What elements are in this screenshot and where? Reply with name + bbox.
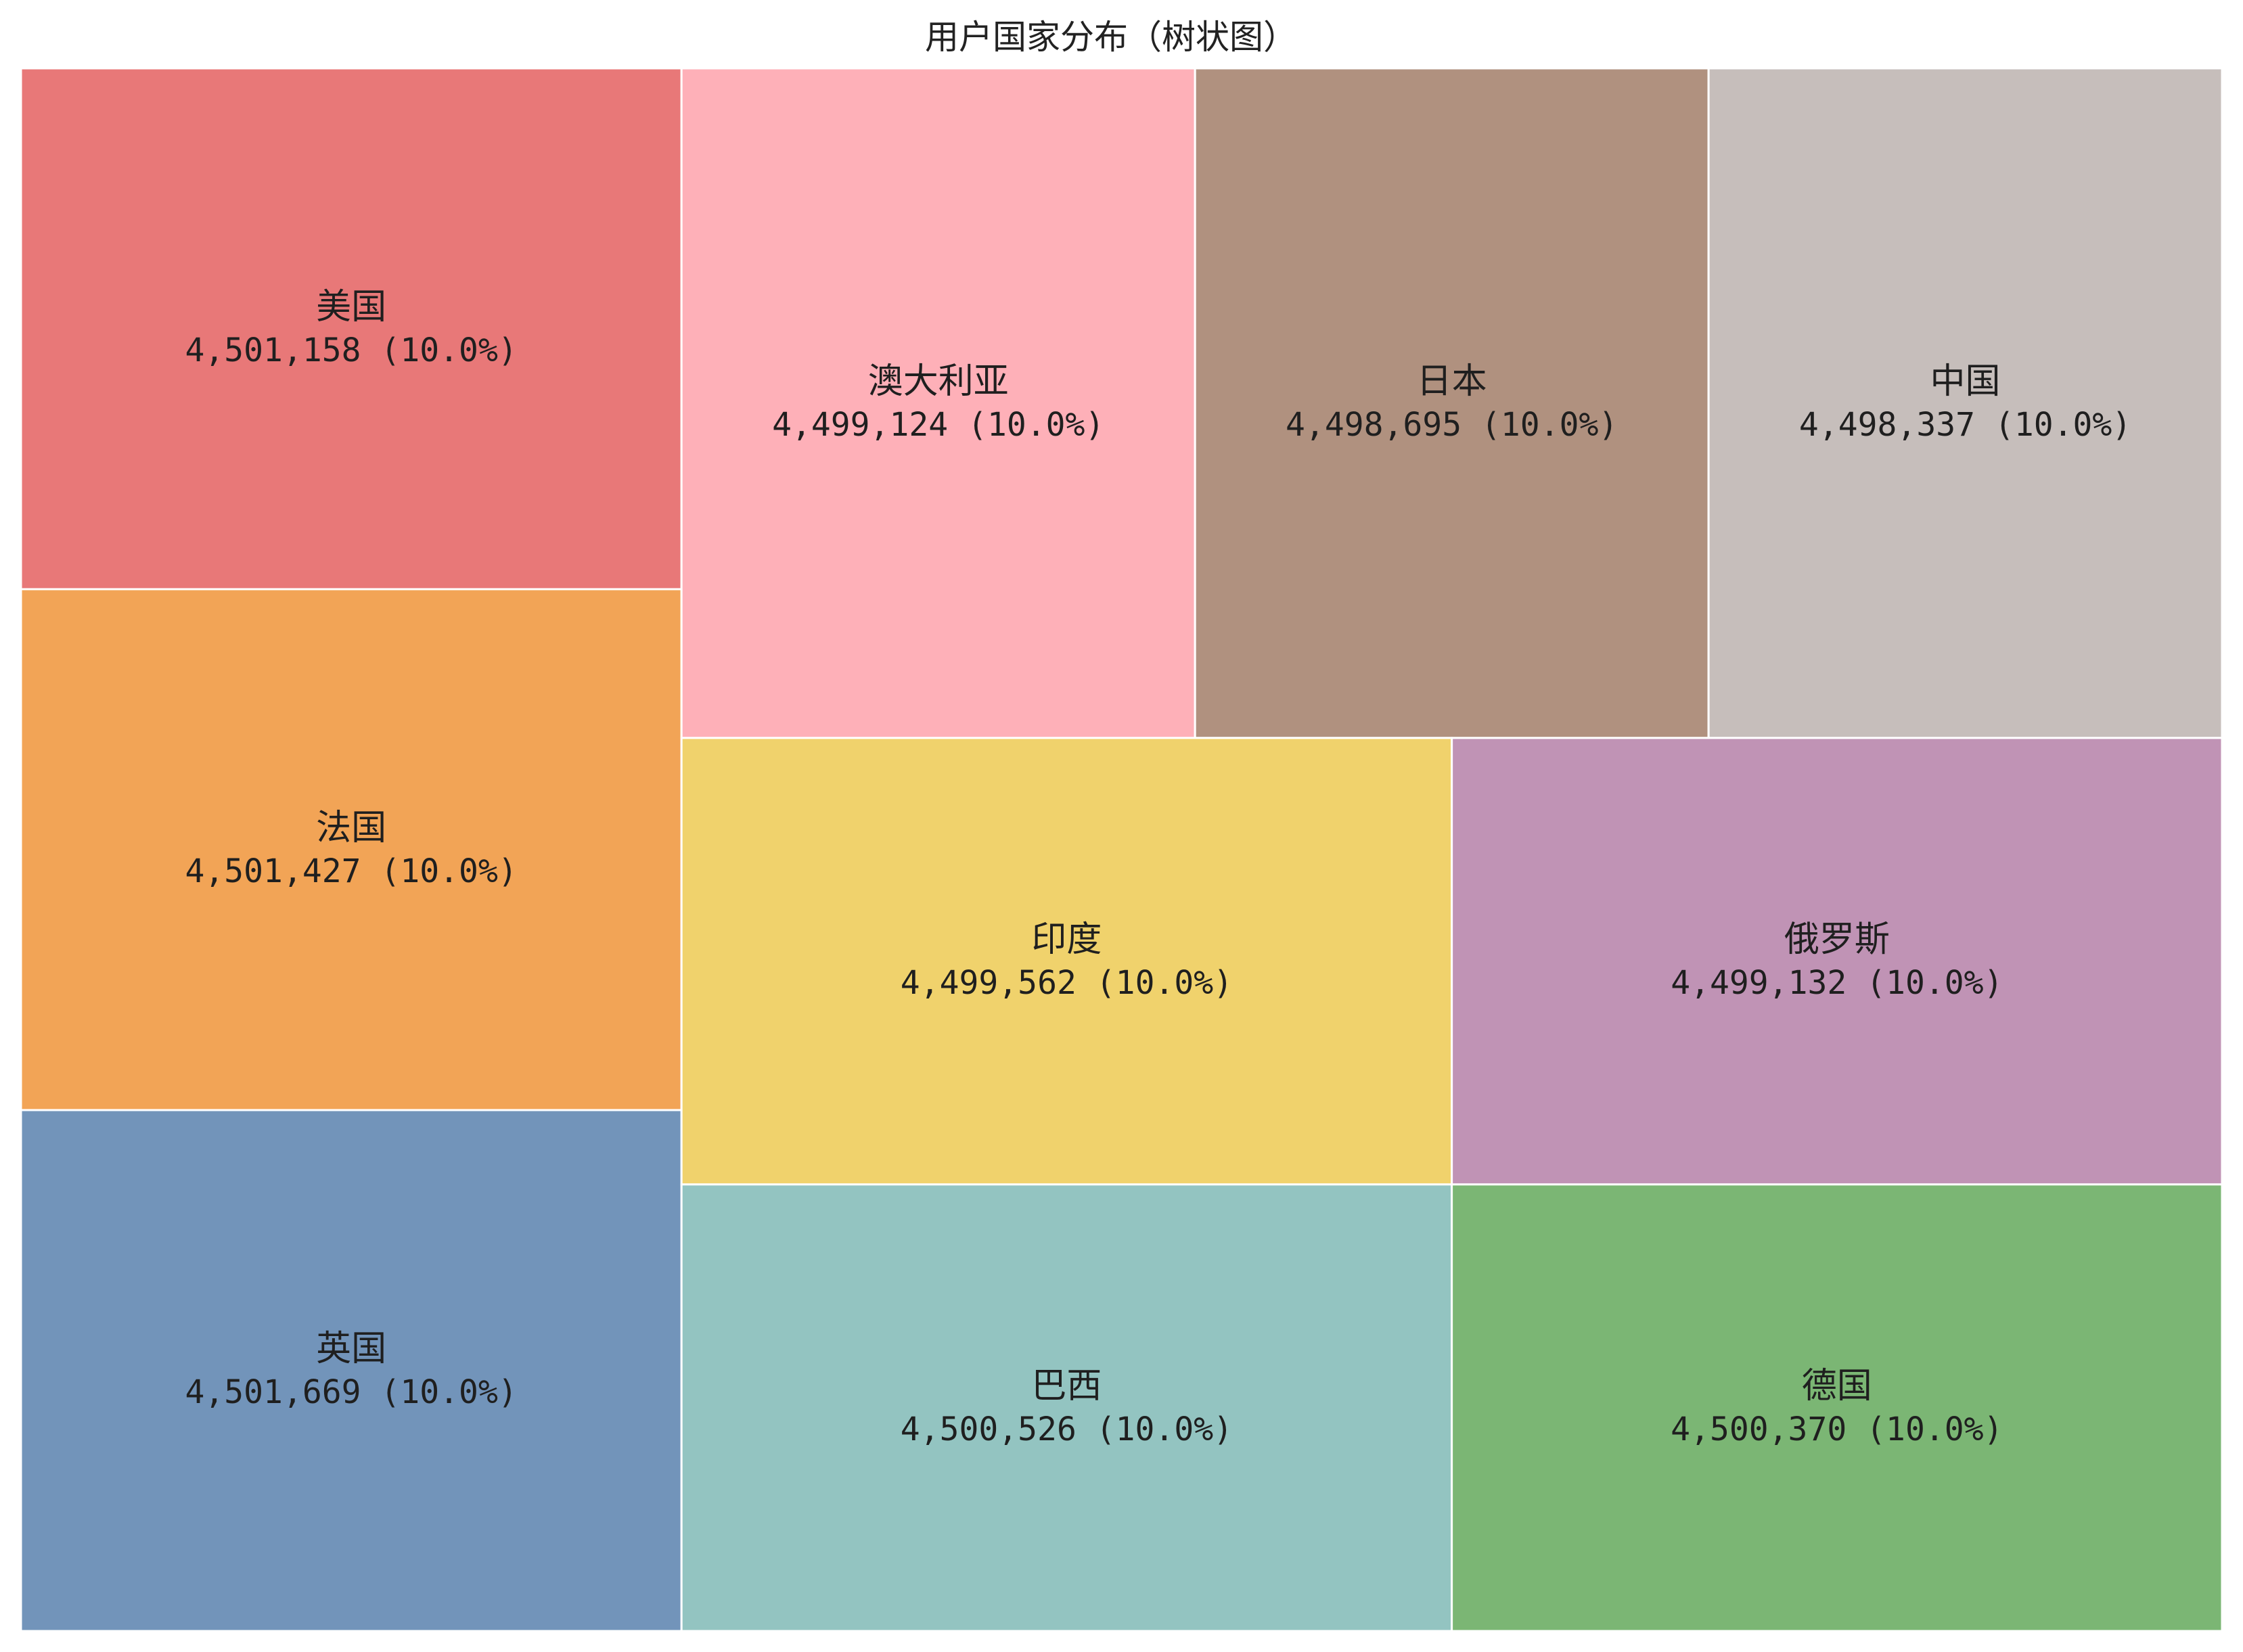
tile-value-label: 4,499,124 (10.0%) [772,406,1104,444]
tile-value: 4,498,337 [1799,406,1975,444]
tile-percent: (10.0%) [1846,964,2003,1002]
tile-label: 巴西 [1031,1366,1102,1406]
tile-label: 中国 [1930,361,2001,402]
tile-percent: (10.0%) [1077,964,1233,1002]
tile-value-label: 4,500,526 (10.0%) [901,1410,1233,1448]
tile-rect [680,737,1453,1186]
treemap-tile: 俄罗斯 4,499,132 (10.0%) [1451,737,2223,1186]
tile-value-label: 4,501,158 (10.0%) [185,331,517,369]
treemap-tiles: 美国4,501,158 (10.0%)法国4,501,427 (10.0%)英国… [20,67,2223,1632]
tile-value-label: 4,501,427 (10.0%) [185,852,517,890]
tile-rect [680,1183,1453,1632]
tile-percent: (10.0%) [1975,406,2131,444]
tile-value: 4,501,669 [185,1373,361,1411]
tile-rect [680,67,1196,739]
tile-rect [20,588,683,1111]
chart-title: 用户国家分布（树状图） [925,18,1297,57]
tile-value: 4,501,427 [185,852,361,890]
tile-label: 日本 [1417,361,1487,402]
tile-value: 4,499,132 [1671,964,1846,1002]
tile-value: 4,500,526 [901,1410,1077,1448]
tile-label: 法国 [316,808,386,848]
tile-rect [1451,1183,2223,1632]
tile-percent: (10.0%) [1462,406,1618,444]
treemap-tile: 巴西 4,500,526 (10.0%) [680,1183,1453,1632]
tile-rect [1194,67,1710,739]
tile-value: 4,499,124 [772,406,948,444]
tile-value-label: 4,500,370 (10.0%) [1671,1410,2003,1448]
treemap-tile: 德国 4,500,370 (10.0%) [1451,1183,2223,1632]
tile-percent: (10.0%) [1846,1410,2003,1448]
tile-value: 4,501,158 [185,331,361,369]
tile-label: 俄罗斯 [1784,919,1890,960]
tile-value-label: 4,498,695 (10.0%) [1286,406,1618,444]
tile-rect [20,67,683,591]
tile-rect [20,1109,683,1632]
tile-percent: (10.0%) [361,852,518,890]
tile-label: 英国 [316,1329,386,1369]
tile-value-label: 4,498,337 (10.0%) [1799,406,2131,444]
tile-value-label: 4,499,562 (10.0%) [901,964,1233,1002]
tile-label: 澳大利亚 [868,361,1009,402]
treemap-tile: 中国 4,498,337 (10.0%) [1707,67,2223,739]
tile-percent: (10.0%) [948,406,1104,444]
tile-value-label: 4,499,132 (10.0%) [1671,964,2003,1002]
tile-rect [1451,737,2223,1186]
tile-label: 印度 [1031,919,1102,960]
tile-percent: (10.0%) [361,1373,518,1411]
treemap-tile: 英国 4,501,669 (10.0%) [20,1109,683,1632]
tile-value: 4,500,370 [1671,1410,1846,1448]
tile-value: 4,498,695 [1286,406,1462,444]
tile-percent: (10.0%) [1077,1410,1233,1448]
treemap-tile: 印度 4,499,562 (10.0%) [680,737,1453,1186]
treemap-tile: 日本 4,498,695 (10.0%) [1194,67,1710,739]
tile-percent: (10.0%) [361,331,518,369]
treemap-tile: 法国 4,501,427 (10.0%) [20,588,683,1111]
tile-label: 德国 [1802,1366,1872,1406]
tile-value: 4,499,562 [901,964,1077,1002]
tile-label: 美国 [316,287,386,327]
tile-rect [1707,67,2223,739]
treemap-tile: 美国 4,501,158 (10.0%) [20,67,683,591]
treemap-tile: 澳大利亚 4,499,124 (10.0%) [680,67,1196,739]
tile-value-label: 4,501,669 (10.0%) [185,1373,517,1411]
